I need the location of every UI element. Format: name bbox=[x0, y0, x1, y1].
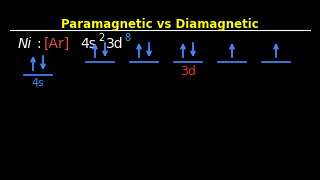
Text: 8: 8 bbox=[124, 33, 130, 43]
Text: 3d: 3d bbox=[106, 37, 124, 51]
Text: [Ar]: [Ar] bbox=[44, 37, 70, 51]
Text: 4s: 4s bbox=[80, 37, 96, 51]
Text: 2: 2 bbox=[98, 33, 104, 43]
Text: 4s: 4s bbox=[32, 78, 44, 88]
Text: Ni: Ni bbox=[18, 37, 32, 51]
Text: :: : bbox=[36, 37, 41, 51]
Text: Paramagnetic vs Diamagnetic: Paramagnetic vs Diamagnetic bbox=[61, 18, 259, 31]
Text: 3d: 3d bbox=[180, 65, 196, 78]
